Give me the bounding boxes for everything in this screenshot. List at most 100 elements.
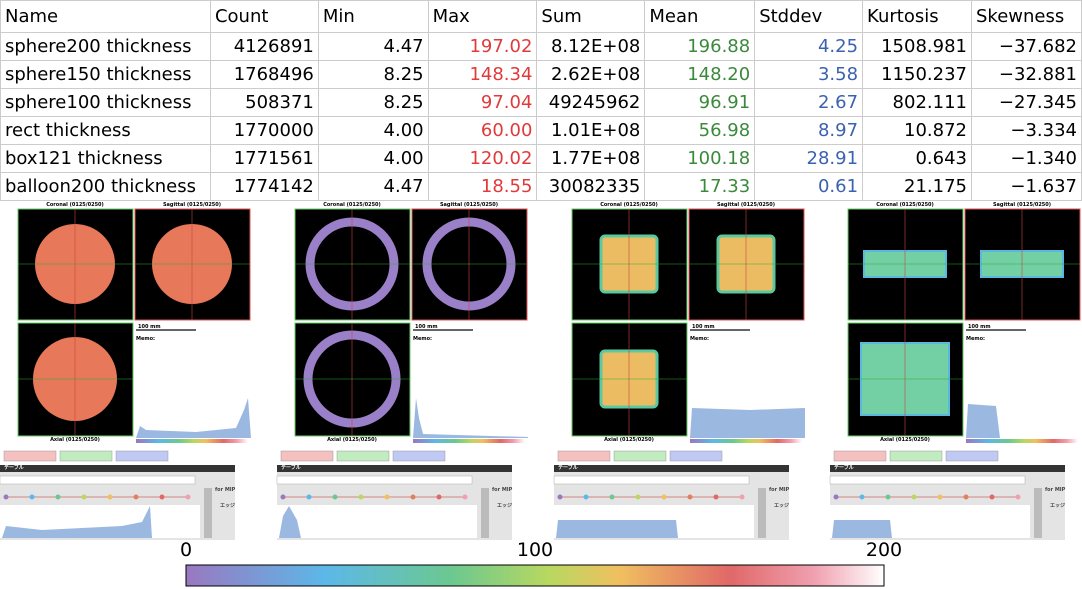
row: box121 thickness 1771561 4.00 120.02 1.77E+0…	[0, 144, 1082, 173]
label: エッジ	[220, 503, 235, 509]
cell: 4.25	[754, 32, 864, 61]
label: 100 mm	[138, 324, 161, 330]
cell: 1.77E+08	[536, 144, 646, 173]
cell: 100.18	[644, 144, 756, 173]
histogram	[2, 506, 152, 538]
label: Coronal (0125/0250)	[323, 202, 381, 208]
control	[3, 450, 57, 462]
label: 100 mm	[968, 324, 991, 330]
dot	[436, 494, 442, 500]
cell: 3.58	[754, 60, 864, 89]
dot	[989, 494, 995, 500]
cell: 196.88	[644, 32, 756, 61]
dot	[557, 494, 563, 500]
colorbar	[185, 564, 885, 587]
label: Coronal (0125/0250)	[600, 202, 658, 208]
cell: 17.33	[644, 172, 756, 201]
header-cell: Max	[427, 0, 538, 33]
label: Memo:	[690, 336, 709, 342]
dot	[661, 494, 667, 500]
header-cell: Name	[0, 0, 211, 33]
input	[553, 475, 750, 485]
cell: 4.00	[317, 116, 429, 145]
cell: 508371	[209, 88, 319, 117]
cell: −32.881	[970, 60, 1082, 89]
tab-bar	[0, 465, 235, 472]
label: エッジ	[1050, 503, 1065, 509]
dot	[3, 494, 9, 500]
control	[669, 450, 723, 462]
dot	[583, 494, 589, 500]
control	[392, 450, 446, 462]
cell: 4.47	[317, 32, 429, 61]
cell: 1770000	[209, 116, 319, 145]
header-cell: Stddev	[754, 0, 864, 33]
dot	[609, 494, 615, 500]
tick-label: 200	[866, 539, 902, 561]
cell: 49245962	[536, 88, 646, 117]
histogram	[690, 408, 805, 438]
dot	[159, 494, 165, 500]
scroll	[1034, 488, 1042, 538]
label: Axial (0125/0250)	[604, 437, 654, 443]
cell: 4.00	[317, 144, 429, 173]
view	[294, 322, 411, 437]
cell: sphere100 thickness	[0, 88, 211, 117]
row: rect thickness 1770000 4.00 60.00 1.01E+08 56…	[0, 116, 1082, 145]
dot	[55, 494, 61, 500]
label: Axial (0125/0250)	[50, 437, 100, 443]
control	[280, 450, 334, 462]
cell: 8.12E+08	[536, 32, 646, 61]
cell: 30082335	[536, 172, 646, 201]
control	[613, 450, 667, 462]
dot	[739, 494, 745, 500]
label: Axial (0125/0250)	[880, 437, 930, 443]
label: for MIP	[492, 487, 513, 493]
input	[276, 475, 473, 485]
label: Memo:	[413, 336, 432, 342]
label: Memo:	[966, 336, 985, 342]
cell: 97.04	[427, 88, 538, 117]
histogram	[279, 506, 301, 538]
cell: 21.175	[862, 172, 972, 201]
dot	[332, 494, 338, 500]
cell: 8.97	[754, 116, 864, 145]
header-row: Name Count Min Max Sum Mean Stddev Kurtosis Skew…	[0, 0, 1082, 33]
dot	[107, 494, 113, 500]
dot	[885, 494, 891, 500]
cell: 96.91	[644, 88, 756, 117]
cell: 1150.237	[862, 60, 972, 89]
mini-colorbar	[966, 439, 1078, 443]
cell: 4126891	[209, 32, 319, 61]
label: Sagittal (0125/0250)	[717, 202, 775, 208]
label: Sagittal (0125/0250)	[993, 202, 1051, 208]
dot	[911, 494, 917, 500]
mini-colorbar	[690, 439, 802, 443]
cell: 4.47	[317, 172, 429, 201]
cell: 28.91	[754, 144, 864, 173]
header-cell: Skewness	[970, 0, 1082, 33]
scroll	[481, 488, 489, 538]
label: Sagittal (0125/0250)	[163, 202, 221, 208]
label: for MIP	[769, 487, 790, 493]
cell: 8.25	[317, 88, 429, 117]
label: エッジ	[774, 503, 789, 509]
label: テーブル	[4, 464, 24, 471]
mini-colorbar	[413, 439, 525, 443]
control	[59, 450, 113, 462]
label: テーブル	[834, 464, 854, 471]
label: for MIP	[1045, 487, 1066, 493]
control	[833, 450, 887, 462]
stats-table: Name Count Min Max Sum Mean Stddev Kurtosis Skew…	[0, 0, 1082, 201]
cell: 1508.981	[862, 32, 972, 61]
histogram	[136, 398, 251, 438]
tick-label: 100	[517, 539, 553, 561]
tab-bar	[277, 465, 512, 472]
cell: balloon200 thickness	[0, 172, 211, 201]
mini-colorbar	[136, 439, 248, 443]
row: sphere150 thickness 1768496 8.25 148.34 2.62…	[0, 60, 1082, 89]
dot	[859, 494, 865, 500]
control	[889, 450, 943, 462]
header-cell: Kurtosis	[862, 0, 972, 33]
histogram	[832, 520, 892, 538]
